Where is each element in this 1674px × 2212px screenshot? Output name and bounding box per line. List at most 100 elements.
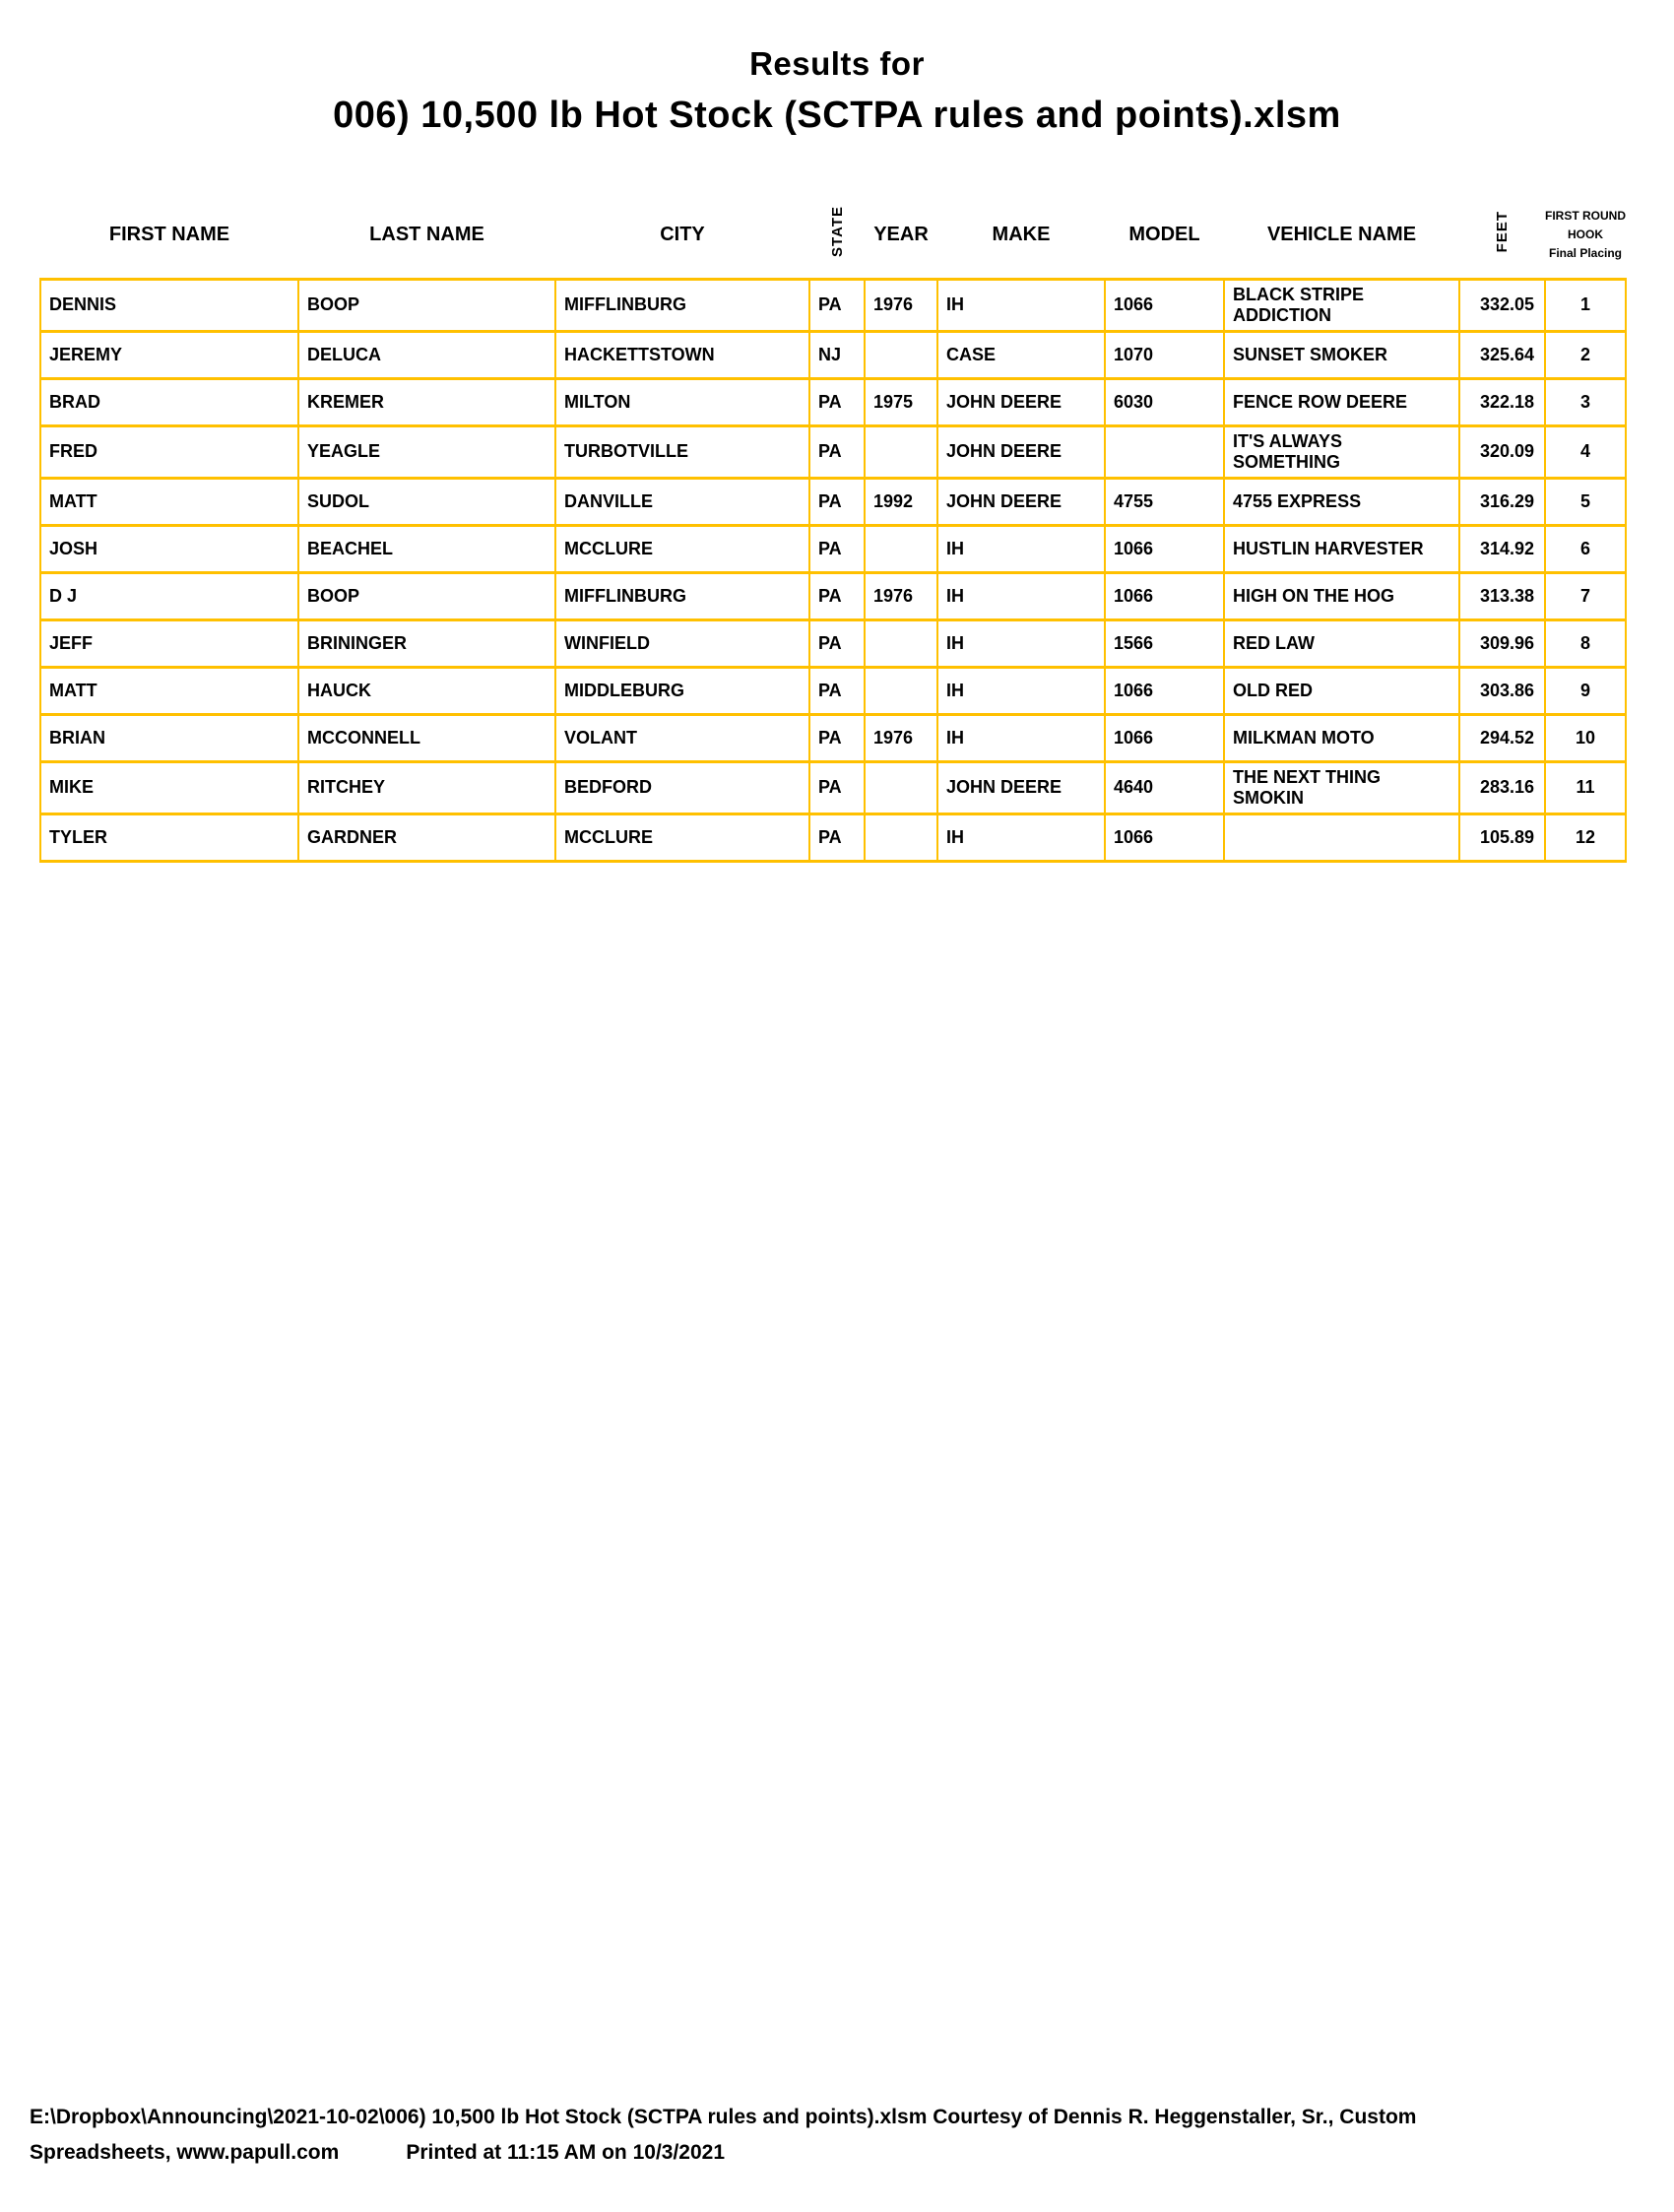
cell-city: BEDFORD (554, 759, 810, 815)
cell-last-name: BOOP (297, 570, 556, 621)
cell-last-name: RITCHEY (297, 759, 556, 815)
cell-last-name: GARDNER (297, 812, 556, 863)
table-row: BRIAN MCCONNELL VOLANT PA 1976 IH 1066 MILKMAN … (39, 712, 1627, 763)
cell-vehicle-name: THE NEXT THING SMOKIN (1223, 759, 1460, 815)
cell-year (864, 665, 938, 716)
cell-city: VOLANT (554, 712, 810, 763)
table-row: JOSH BEACHEL MCCLURE PA IH 1066 HUSTLIN HARVES… (39, 523, 1627, 574)
cell-state: PA (808, 812, 866, 863)
cell-first-name: TYLER (39, 812, 299, 863)
cell-model: 1066 (1104, 665, 1225, 716)
cell-first-name: MATT (39, 476, 299, 527)
cell-make: JOHN DEERE (936, 376, 1106, 427)
cell-last-name: DELUCA (297, 329, 556, 380)
cell-model: 6030 (1104, 376, 1225, 427)
cell-feet: 303.86 (1458, 665, 1546, 716)
cell-make: JOHN DEERE (936, 423, 1106, 480)
cell-placing: 12 (1544, 812, 1627, 863)
cell-feet: 320.09 (1458, 423, 1546, 480)
cell-model: 1566 (1104, 618, 1225, 669)
cell-feet: 105.89 (1458, 812, 1546, 863)
cell-last-name: MCCONNELL (297, 712, 556, 763)
col-header-first-name: FIRST NAME (108, 223, 230, 245)
cell-city: MCCLURE (554, 523, 810, 574)
cell-model: 1066 (1104, 523, 1225, 574)
cell-last-name: BOOP (297, 277, 556, 333)
page-subtitle: 006) 10,500 lb Hot Stock (SCTPA rules an… (333, 95, 1341, 136)
cell-feet: 283.16 (1458, 759, 1546, 815)
cell-year: 1975 (864, 376, 938, 427)
cell-placing: 4 (1544, 423, 1627, 480)
cell-state: PA (808, 712, 866, 763)
cell-model: 4640 (1104, 759, 1225, 815)
cell-vehicle-name: FENCE ROW DEERE (1223, 376, 1460, 427)
col-header-model: MODEL (1128, 223, 1200, 245)
cell-model: 1066 (1104, 277, 1225, 333)
cell-placing: 5 (1544, 476, 1627, 527)
cell-vehicle-name: OLD RED (1223, 665, 1460, 716)
footer-printed-timestamp: Printed at 11:15 AM on 10/3/2021 (406, 2141, 726, 2164)
cell-feet: 332.05 (1458, 277, 1546, 333)
placing-header-line2: HOOK (1568, 227, 1603, 241)
cell-feet: 313.38 (1458, 570, 1546, 621)
col-header-year: YEAR (873, 223, 929, 245)
cell-city: WINFIELD (554, 618, 810, 669)
cell-placing: 8 (1544, 618, 1627, 669)
page-title: Results for (749, 45, 925, 82)
results-table-header: FIRST NAME LAST NAME CITY STATE YEAR MAK… (40, 192, 1626, 279)
cell-city: TURBOTVILLE (554, 423, 810, 480)
cell-vehicle-name: SUNSET SMOKER (1223, 329, 1460, 380)
cell-year (864, 812, 938, 863)
cell-state: PA (808, 570, 866, 621)
cell-make: JOHN DEERE (936, 476, 1106, 527)
cell-city: HACKETTSTOWN (554, 329, 810, 380)
cell-state: PA (808, 618, 866, 669)
cell-state: PA (808, 376, 866, 427)
cell-first-name: FRED (39, 423, 299, 480)
cell-placing: 11 (1544, 759, 1627, 815)
cell-feet: 325.64 (1458, 329, 1546, 380)
cell-year: 1992 (864, 476, 938, 527)
cell-vehicle-name: 4755 EXPRESS (1223, 476, 1460, 527)
cell-state: PA (808, 759, 866, 815)
cell-make: IH (936, 523, 1106, 574)
col-header-make: MAKE (992, 223, 1051, 245)
cell-placing: 10 (1544, 712, 1627, 763)
cell-model: 1066 (1104, 712, 1225, 763)
cell-make: IH (936, 812, 1106, 863)
cell-vehicle-name: HUSTLIN HARVESTER (1223, 523, 1460, 574)
cell-feet: 314.92 (1458, 523, 1546, 574)
cell-last-name: BRININGER (297, 618, 556, 669)
cell-last-name: HAUCK (297, 665, 556, 716)
page-footer: E:\Dropbox\Announcing\2021-10-02\006) 10… (30, 2100, 1654, 2171)
feet-vertical-label: FEET (1494, 211, 1511, 253)
cell-placing: 9 (1544, 665, 1627, 716)
table-row: JEFF BRININGER WINFIELD PA IH 1566 RED LAW 309.… (39, 618, 1627, 669)
table-row: MATT SUDOL DANVILLE PA 1992 JOHN DEERE 4755 475… (39, 476, 1627, 527)
col-header-vehicle-name: VEHICLE NAME (1266, 223, 1417, 245)
cell-state: PA (808, 277, 866, 333)
table-row: TYLER GARDNER MCCLURE PA IH 1066 105.89 12 (39, 812, 1627, 863)
cell-first-name: JOSH (39, 523, 299, 574)
cell-last-name: KREMER (297, 376, 556, 427)
cell-year (864, 759, 938, 815)
cell-year (864, 523, 938, 574)
cell-model: 1070 (1104, 329, 1225, 380)
cell-city: MCCLURE (554, 812, 810, 863)
cell-year: 1976 (864, 277, 938, 333)
cell-last-name: BEACHEL (297, 523, 556, 574)
cell-first-name: BRIAN (39, 712, 299, 763)
col-header-placing: FIRST ROUND HOOK Final Placing (1545, 192, 1626, 279)
footer-path-line: E:\Dropbox\Announcing\2021-10-02\006) 10… (30, 2106, 1417, 2128)
results-table-body: DENNIS BOOP MIFFLINBURG PA 1976 IH 1066 BLACK S… (39, 277, 1627, 863)
cell-feet: 309.96 (1458, 618, 1546, 669)
footer-spreadsheets-text: Spreadsheets, www.papull.com (30, 2141, 340, 2164)
cell-placing: 6 (1544, 523, 1627, 574)
cell-first-name: MIKE (39, 759, 299, 815)
cell-state: PA (808, 423, 866, 480)
cell-first-name: JEFF (39, 618, 299, 669)
cell-model: 4755 (1104, 476, 1225, 527)
footer-second-line: Spreadsheets, www.papull.com Printed at 1… (30, 2135, 1654, 2171)
cell-year (864, 423, 938, 480)
cell-model: 1066 (1104, 812, 1225, 863)
